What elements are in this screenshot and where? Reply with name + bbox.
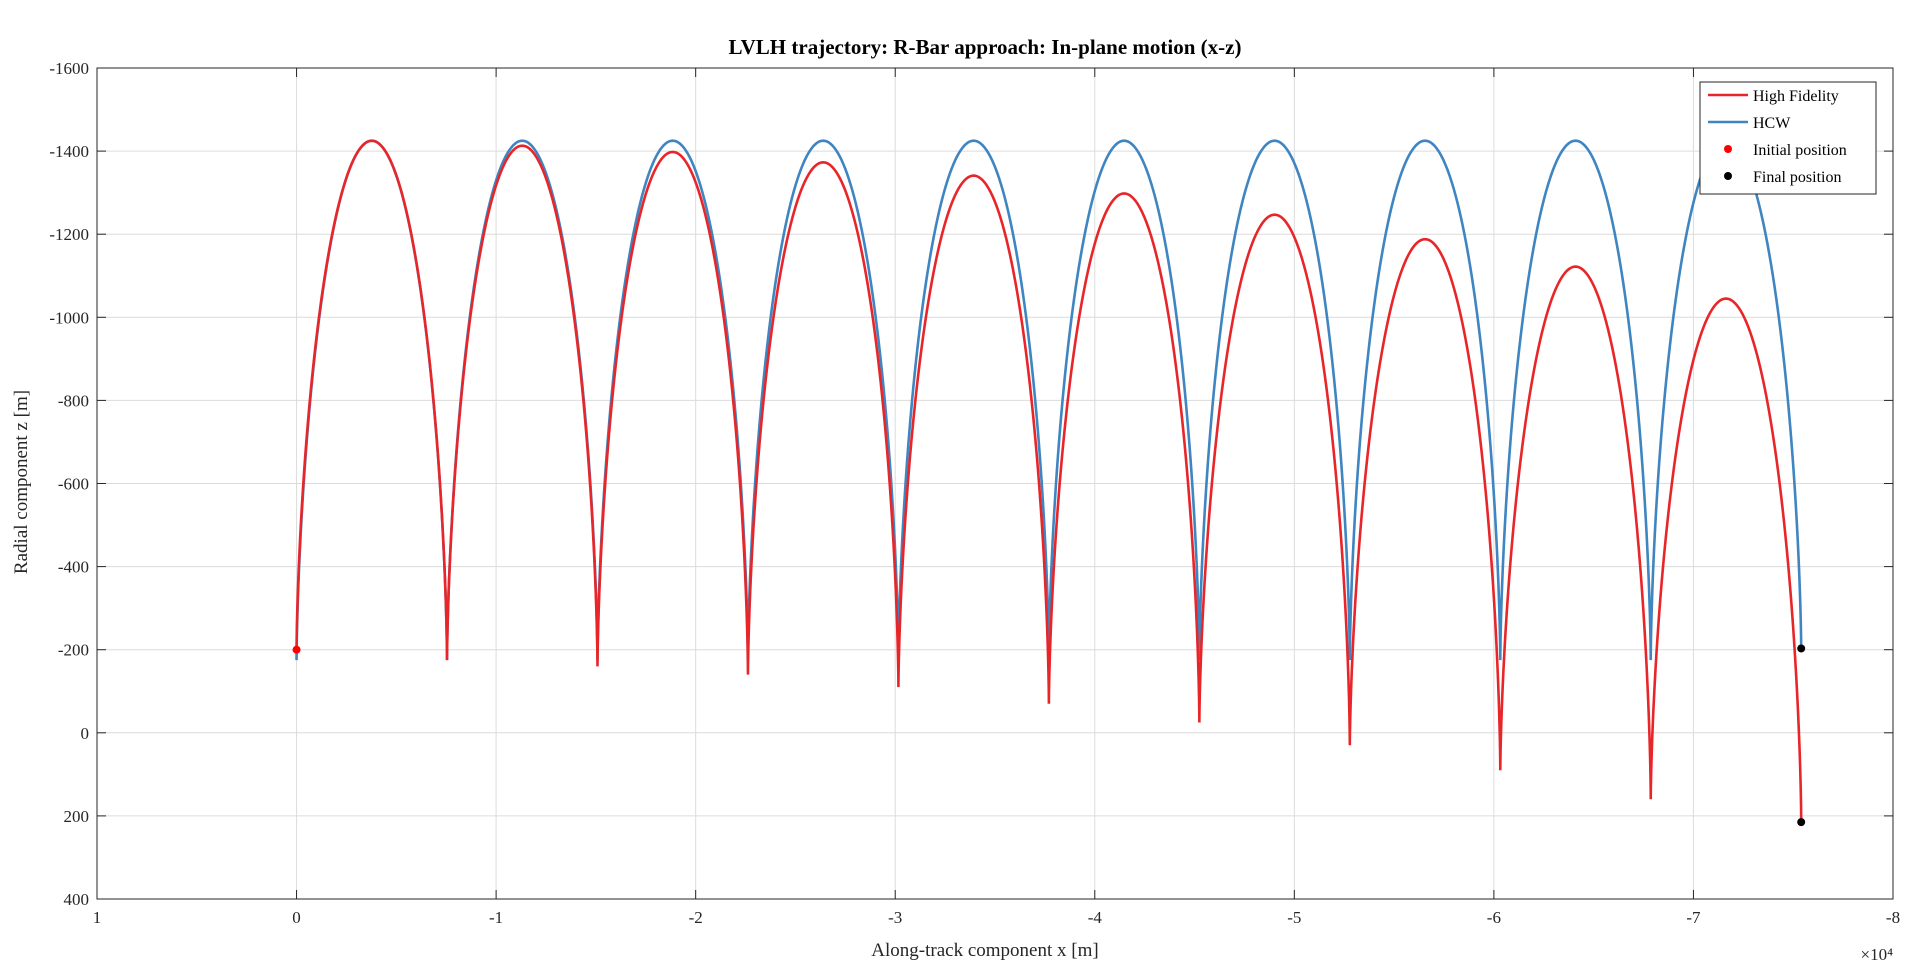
y-axis-label: Radial component z [m] [11, 390, 32, 574]
y-tick-label: -600 [58, 475, 89, 494]
y-axis-ticks: -1600 -1400 -1200 -1000 -800 -600 -400 -200 0 200… [49, 59, 1893, 909]
markers [292, 644, 1806, 827]
chart-title: LVLH trajectory: R-Bar approach: In-plan… [729, 35, 1242, 59]
y-tick-label: -1600 [49, 59, 89, 78]
y-tick-label: -200 [58, 641, 89, 660]
y-tick-label: 0 [81, 724, 90, 743]
x-tick-label: -6 [1487, 908, 1501, 927]
x-axis-exponent: ×10⁴ [1860, 945, 1893, 963]
x-axis-ticks: 1 0 -1 -2 -3 -4 -5 -6 -7 -8 [93, 68, 1900, 927]
legend-label-high-fidelity: High Fidelity [1753, 88, 1839, 105]
y-tick-label: -1200 [49, 225, 89, 244]
legend-label-final-position: Final position [1753, 169, 1841, 186]
x-axis-label: Along-track component x [m] [871, 940, 1098, 961]
plot-area [292, 139, 1806, 827]
y-tick-label: 400 [64, 890, 90, 909]
legend-swatch-final-position [1724, 172, 1732, 180]
legend: High Fidelity HCW Initial position Final… [1699, 81, 1877, 195]
y-tick-label: -1400 [49, 142, 89, 161]
x-tick-label: 1 [93, 908, 102, 927]
x-tick-label: -2 [689, 908, 703, 927]
x-tick-label: -1 [489, 908, 503, 927]
marker-final-position [1797, 818, 1806, 827]
x-tick-label: -5 [1287, 908, 1301, 927]
y-tick-label: -800 [58, 391, 89, 410]
y-tick-label: -1000 [49, 308, 89, 327]
x-tick-label: -4 [1088, 908, 1103, 927]
y-tick-label: 200 [64, 807, 90, 826]
legend-label-initial-position: Initial position [1753, 142, 1847, 159]
x-tick-label: -8 [1886, 908, 1900, 927]
x-tick-label: -7 [1686, 908, 1701, 927]
legend-swatch-initial-position [1724, 145, 1732, 153]
series-line-high-fidelity [295, 139, 1803, 823]
marker-final-position [1797, 644, 1806, 653]
x-tick-label: -3 [888, 908, 902, 927]
marker-initial-position [292, 645, 301, 654]
grid [97, 68, 1893, 899]
legend-label-hcw: HCW [1753, 115, 1791, 132]
y-tick-label: -400 [58, 558, 89, 577]
x-tick-label: 0 [292, 908, 301, 927]
axes-box [96, 67, 1894, 900]
